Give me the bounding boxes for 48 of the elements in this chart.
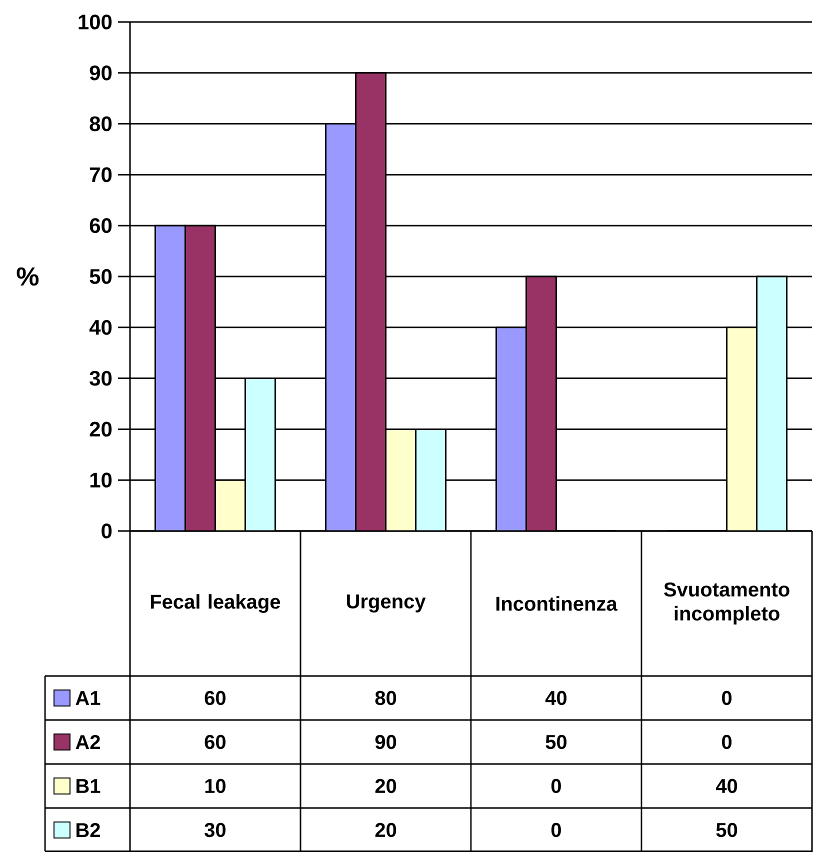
y-tick-label: 0	[102, 524, 112, 538]
legend-label: B2	[76, 823, 100, 837]
data-label: 30	[204, 822, 226, 838]
legend-label: B1	[76, 779, 100, 793]
bar	[244, 378, 276, 531]
y-tick-label: 10	[90, 472, 112, 488]
data-label: 0	[722, 734, 732, 750]
x-tick-label: Fecal leakage	[150, 594, 280, 613]
bar	[726, 326, 758, 531]
bar	[495, 326, 527, 531]
data-label: 40	[716, 778, 738, 794]
y-tick-label: 90	[90, 65, 112, 80]
y-axis-title: %	[16, 267, 39, 286]
data-label: 90	[375, 734, 396, 750]
bar	[324, 123, 356, 531]
y-tick-label: 20	[90, 422, 112, 437]
data-label: 10	[205, 778, 226, 794]
data-label: 20	[375, 778, 396, 794]
data-label: 60	[204, 734, 226, 750]
data-label: 80	[375, 690, 396, 706]
y-tick-label: 40	[89, 320, 112, 335]
x-tick-label: Svuotamento incompleto	[664, 582, 790, 625]
legend-label: A2	[76, 735, 100, 749]
bar	[414, 428, 446, 531]
x-tick-label: Incontinenza	[496, 596, 618, 611]
bar	[756, 276, 788, 531]
bar	[354, 72, 386, 531]
data-label: 0	[722, 690, 732, 706]
bar	[525, 276, 557, 531]
data-label: 40	[545, 690, 566, 706]
bar	[214, 479, 246, 531]
data-label: 50	[716, 822, 738, 838]
x-tick-label: Urgency	[346, 594, 426, 612]
bar	[384, 428, 416, 531]
bar	[184, 224, 216, 531]
y-tick-label: 50	[90, 269, 112, 284]
data-label: 0	[551, 778, 561, 794]
y-tick-label: 60	[90, 218, 112, 234]
legend-label: A1	[76, 691, 100, 705]
data-label: 50	[546, 734, 566, 750]
y-tick-label: 70	[90, 167, 112, 182]
data-label: 0	[551, 822, 561, 838]
y-tick-label: 30	[90, 370, 112, 386]
data-label: 20	[375, 822, 396, 838]
data-label: 60	[204, 690, 226, 706]
y-tick-label: 80	[90, 116, 112, 132]
bar	[154, 224, 186, 531]
y-tick-label: 100	[78, 14, 112, 30]
